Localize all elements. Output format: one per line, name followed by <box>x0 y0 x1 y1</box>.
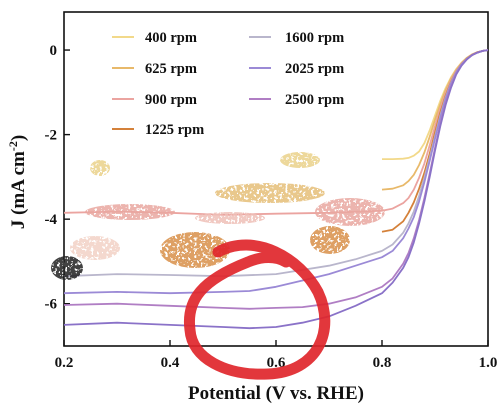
legend-label-400: 400 rpm <box>145 30 197 46</box>
y-axis-title: J (mA cm-2) <box>6 135 29 229</box>
y-tick-label: -2 <box>45 128 58 144</box>
legend-label-2500: 2500 rpm <box>285 92 344 108</box>
series-layer <box>64 49 488 330</box>
series-line-0 <box>382 49 488 161</box>
y-axis-title-main: J (mA cm <box>8 151 29 229</box>
y-axis-title-sup: -2 <box>6 141 20 151</box>
x-tick-label: 1.0 <box>479 355 498 371</box>
y-axis-title-close: ) <box>8 135 29 141</box>
x-axis-ticks: 0.2 0.4 0.6 0.8 1.0 <box>55 340 498 371</box>
x-tick-label: 0.2 <box>55 355 74 371</box>
y-tick-label: 0 <box>50 43 58 59</box>
x-tick-label: 0.4 <box>161 355 180 371</box>
series-line-1 <box>381 49 488 191</box>
legend-label-2025: 2025 rpm <box>285 61 344 77</box>
legend-label-625: 625 rpm <box>145 61 197 77</box>
y-tick-label: -4 <box>45 212 58 228</box>
x-axis-title: Potential (V vs. RHE) <box>188 383 364 404</box>
smudge-artifacts <box>51 152 385 280</box>
series-line-7 <box>64 49 488 330</box>
y-tick-label: -6 <box>45 297 58 313</box>
legend-label-900: 900 rpm <box>145 92 197 108</box>
legend: 400 rpm 625 rpm 900 rpm 1225 rpm 1600 rp… <box>112 30 344 138</box>
y-axis-ticks: 0 -2 -4 -6 <box>45 43 70 313</box>
legend-label-1600: 1600 rpm <box>285 30 344 46</box>
legend-label-1225: 1225 rpm <box>145 122 204 138</box>
red-circle-annotation <box>183 239 331 380</box>
x-tick-label: 0.8 <box>373 355 392 371</box>
